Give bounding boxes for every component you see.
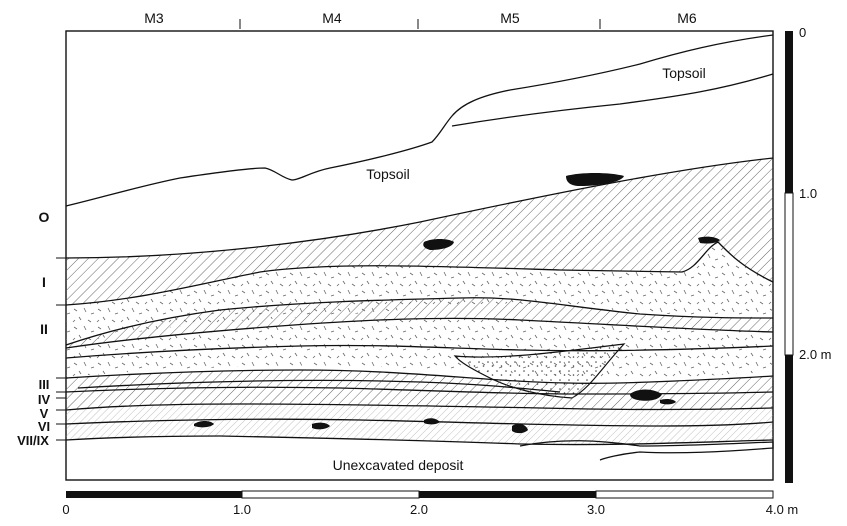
vertical-scale-label-2: 2.0 m <box>799 347 832 362</box>
topsoil-upper-surface <box>65 34 774 207</box>
horizontal-scale-label-2: 2.0 <box>410 502 428 517</box>
layer-o-base <box>65 241 774 306</box>
layer-boundaries <box>65 34 774 461</box>
vertical-scale-label-1: 1.0 <box>799 186 817 201</box>
layer-o-top <box>65 157 774 259</box>
layer-labels: O I II III IV V VI VII/IX <box>17 209 50 448</box>
vertical-scale-label-0: 0 <box>799 25 806 40</box>
stone <box>194 421 214 428</box>
horizontal-scale-segment <box>66 491 242 498</box>
layer-label-vi: VI <box>38 419 50 434</box>
horizontal-scale-label-4: 4.0 m <box>766 502 799 517</box>
stone <box>566 173 624 186</box>
topsoil-label-upper: Topsoil <box>662 65 706 81</box>
layer-label-ii: II <box>40 321 48 337</box>
layer-ii-line-b <box>65 344 774 359</box>
layer-label-o: O <box>39 209 50 225</box>
grid-label-m3: M3 <box>144 10 164 26</box>
layer-iv-band <box>66 387 773 410</box>
stone <box>698 236 720 244</box>
horizontal-scale-label-1: 1.0 <box>233 502 251 517</box>
layer-label-v: V <box>40 406 49 421</box>
stone <box>423 239 454 250</box>
vertical-scale-segment <box>784 192 794 356</box>
layer-label-iii: III <box>39 377 50 392</box>
layer-label-vii-ix: VII/IX <box>17 433 49 448</box>
unexcavated-label: Unexcavated deposit <box>333 457 464 473</box>
topsoil-label-lower: Topsoil <box>366 166 410 182</box>
stone <box>312 422 330 430</box>
thin-lens <box>77 379 561 393</box>
stone <box>630 389 662 401</box>
layer-label-leaders <box>56 257 66 441</box>
vertical-scale-bar: 0 1.0 2.0 m <box>784 25 832 483</box>
layer-ii-line-a <box>65 317 774 349</box>
horizontal-scale-segment <box>595 490 774 499</box>
horizontal-scale-segment <box>419 491 596 498</box>
layer-v-base <box>65 418 774 427</box>
stone <box>424 418 440 425</box>
layer-label-iv: IV <box>38 392 51 407</box>
dotted-wedge <box>519 440 774 461</box>
horizontal-scale-segment <box>241 490 420 499</box>
layer-iv-base <box>65 403 774 411</box>
topsoil-lower-surface <box>451 73 774 127</box>
layer-ii-base <box>65 369 774 384</box>
layer-i-base <box>65 297 774 346</box>
horizontal-scale-label-3: 3.0 <box>587 502 605 517</box>
grid-label-m5: M5 <box>500 10 520 26</box>
grid-label-m4: M4 <box>322 10 342 26</box>
stone <box>512 423 528 434</box>
layer-ii-hatched-band <box>66 297 773 348</box>
layer-vi-base <box>65 435 774 446</box>
layer-o-fill <box>66 158 773 305</box>
stones <box>194 173 720 434</box>
layer-vi-band <box>66 404 773 445</box>
layer-label-i: I <box>42 274 46 290</box>
stone <box>660 398 676 405</box>
grid-label-m6: M6 <box>677 10 697 26</box>
horizontal-scale-label-0: 0 <box>62 502 69 517</box>
vertical-scale-segment <box>785 31 793 193</box>
horizontal-scale-bar: 0 1.0 2.0 3.0 4.0 m <box>62 490 799 517</box>
vertical-scale-segment <box>785 355 793 483</box>
grid-label-row: M3 M4 M5 M6 <box>144 10 697 29</box>
